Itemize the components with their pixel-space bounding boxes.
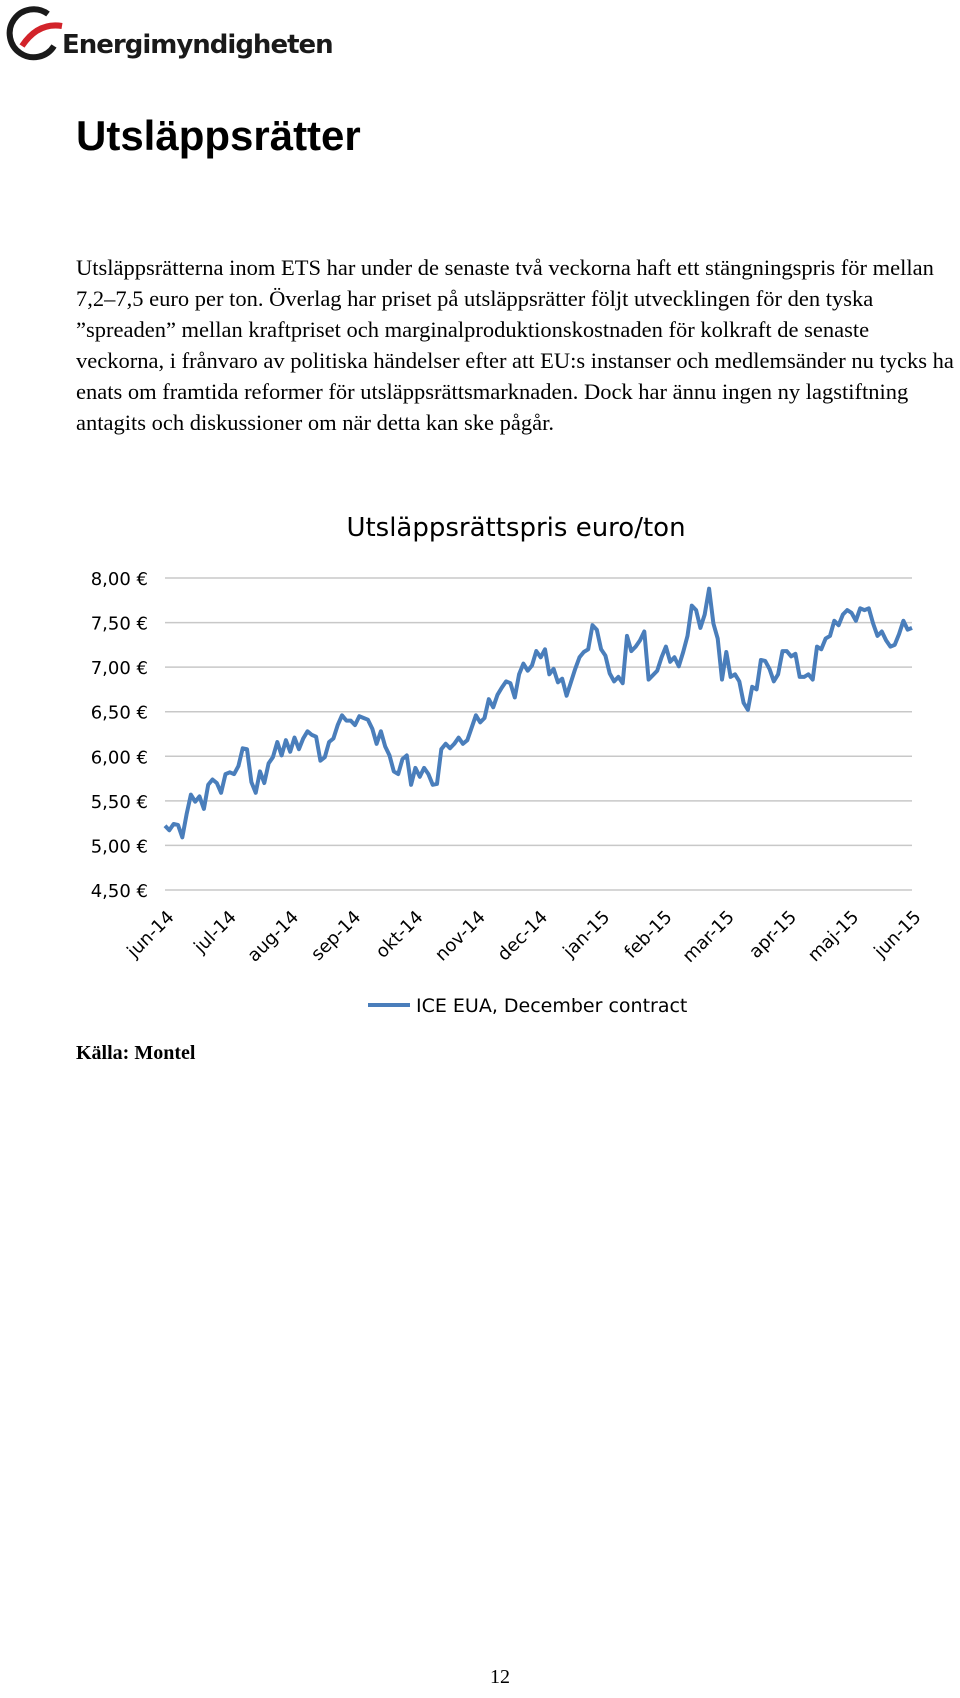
- chart: Utsläppsrättspris euro/ton 4,50 € 5,00 € 5…: [91, 513, 926, 1017]
- y-tick-label: 7,50 €: [91, 614, 148, 635]
- x-tick-label: sep-14: [307, 907, 365, 965]
- y-tick-label: 8,00 €: [91, 569, 148, 590]
- x-tick-label: apr-15: [745, 907, 801, 963]
- page-number: 12: [490, 1666, 510, 1688]
- x-tick-label: aug-14: [243, 907, 303, 967]
- x-tick-label: mar-15: [679, 907, 739, 967]
- x-tick-label: nov-14: [431, 907, 490, 966]
- legend-label: ICE EUA, December contract: [416, 995, 687, 1017]
- x-tick-label: jun-14: [123, 907, 179, 963]
- y-tick-label: 5,00 €: [91, 836, 148, 857]
- x-tick-label: feb-15: [620, 907, 676, 963]
- x-tick-label: dec-14: [493, 907, 552, 966]
- x-tick-label: okt-14: [372, 907, 428, 963]
- logo-text: Energimyndigheten: [62, 30, 334, 60]
- source: Källa: Montel: [76, 1042, 196, 1064]
- x-tick-label: jul-14: [189, 907, 240, 958]
- y-tick-label: 5,50 €: [91, 792, 148, 813]
- x-tick-label: jun-15: [870, 907, 926, 963]
- y-tick-label: 6,50 €: [91, 703, 148, 724]
- page-title: Utsläppsrätter: [76, 112, 361, 159]
- logo-mark: [6, 6, 63, 61]
- x-tick-label: maj-15: [804, 907, 863, 966]
- paragraph: Utsläppsrätterna inom ETS har under de s…: [76, 255, 954, 435]
- x-tick-label: jan-15: [559, 907, 615, 963]
- y-tick-label: 4,50 €: [91, 881, 148, 902]
- data-line: [163, 586, 913, 840]
- y-tick-label: 6,00 €: [91, 747, 148, 768]
- chart-title: Utsläppsrättspris euro/ton: [346, 513, 685, 543]
- y-tick-label: 7,00 €: [91, 658, 148, 679]
